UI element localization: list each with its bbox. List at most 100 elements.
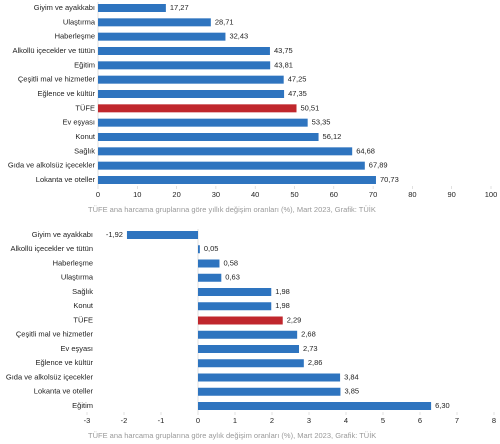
value-label: 64,68 <box>356 146 375 155</box>
value-label: 3,85 <box>344 387 359 396</box>
x-tick-label: 90 <box>448 190 456 199</box>
x-tick-label: 20 <box>172 190 180 199</box>
category-label: TÜFE <box>73 315 93 324</box>
category-label: Eğlence ve kültür <box>37 89 95 98</box>
value-label: 28,71 <box>215 17 234 26</box>
category-label: Eğitim <box>74 60 95 69</box>
value-label: 53,35 <box>312 118 331 127</box>
category-label: Çeşitli mal ve hizmetler <box>18 75 96 84</box>
bar <box>98 133 319 141</box>
category-label: Konut <box>73 301 94 310</box>
x-tick-label: 8 <box>492 416 496 425</box>
value-label: 17,27 <box>170 3 189 12</box>
value-label: 2,68 <box>301 330 316 339</box>
bar <box>198 402 432 410</box>
x-tick-label: 3 <box>307 416 311 425</box>
x-tick-label: 10 <box>133 190 141 199</box>
category-label: Alkollü içecekler ve tütün <box>12 46 95 55</box>
x-tick-label: 4 <box>344 416 348 425</box>
category-label: Sağlık <box>72 287 93 296</box>
category-label: Haberleşme <box>53 258 93 267</box>
bar <box>98 161 365 170</box>
value-label: 67,89 <box>369 161 388 170</box>
bar <box>198 359 304 368</box>
category-label: Gıda ve alkolsüz içecekler <box>6 372 94 381</box>
bar <box>98 18 211 27</box>
x-tick-label: 80 <box>408 190 416 199</box>
caption: TÜFE ana harcama gruplarına göre aylık d… <box>88 431 376 440</box>
x-tick-label: 0 <box>196 416 200 425</box>
x-tick-label: 6 <box>418 416 422 425</box>
x-tick-label: 50 <box>290 190 298 199</box>
category-label: Çeşitli mal ve hizmetler <box>16 330 94 339</box>
x-tick-label: 2 <box>270 416 274 425</box>
category-label: Lokanta ve oteller <box>34 387 94 396</box>
category-label: Alkollü içecekler ve tütün <box>10 244 93 253</box>
bar <box>198 330 298 339</box>
x-tick-label: 0 <box>96 190 100 199</box>
value-label: 32,43 <box>229 32 248 41</box>
category-label: Ulaştırma <box>63 17 96 26</box>
x-tick-label: 1 <box>233 416 237 425</box>
bar <box>198 373 341 382</box>
x-tick-label: -2 <box>121 416 128 425</box>
value-label: 0,58 <box>223 258 238 267</box>
x-tick-label: 30 <box>212 190 220 199</box>
value-label: 2,86 <box>308 358 323 367</box>
x-tick-label: -1 <box>158 416 165 425</box>
value-label: -1,92 <box>106 230 123 239</box>
category-label: Eğitim <box>72 401 93 410</box>
category-label: Konut <box>75 132 96 141</box>
category-label: Ulaştırma <box>61 273 94 282</box>
category-label: Ev eşyası <box>60 344 93 353</box>
bar <box>98 47 270 55</box>
bar <box>98 176 376 184</box>
x-tick-label: 5 <box>381 416 385 425</box>
category-label: Ev eşyası <box>62 118 95 127</box>
value-label: 0,05 <box>204 244 219 253</box>
bar <box>198 245 200 254</box>
x-tick-label: 70 <box>369 190 377 199</box>
x-tick-label: 60 <box>330 190 338 199</box>
value-label: 1,98 <box>275 301 290 310</box>
bar <box>98 75 284 84</box>
bar <box>98 4 166 12</box>
bar <box>198 345 300 353</box>
value-label: 0,63 <box>225 273 240 282</box>
x-tick-label: -3 <box>84 416 91 425</box>
value-label: 56,12 <box>323 132 342 141</box>
value-label: 47,35 <box>288 89 307 98</box>
bar <box>98 90 285 98</box>
caption: TÜFE ana harcama gruplarına göre yıllık … <box>88 205 376 214</box>
category-label: Giyim ve ayakkabı <box>32 230 93 239</box>
x-tick-label: 40 <box>251 190 259 199</box>
value-label: 47,25 <box>288 75 307 84</box>
bar <box>198 288 272 296</box>
bar <box>198 316 283 325</box>
value-label: 6,30 <box>435 401 450 410</box>
category-label: Sağlık <box>74 146 95 155</box>
bar <box>98 104 297 113</box>
bar <box>198 273 222 282</box>
value-label: 1,98 <box>275 287 290 296</box>
bar <box>198 302 272 311</box>
category-label: Eğlence ve kültür <box>35 358 93 367</box>
value-label: 50,51 <box>301 103 320 112</box>
value-label: 43,81 <box>274 60 293 69</box>
category-label: Giyim ve ayakkabı <box>34 3 95 12</box>
bar <box>198 387 341 396</box>
x-tick-label: 7 <box>455 416 459 425</box>
value-label: 3,84 <box>344 372 359 381</box>
category-label: Lokanta ve oteller <box>36 175 96 184</box>
category-label: Haberleşme <box>55 32 95 41</box>
value-label: 2,29 <box>287 315 302 324</box>
value-label: 2,73 <box>303 344 318 353</box>
x-tick-label: 100 <box>485 190 498 199</box>
bar <box>198 259 220 268</box>
bar <box>98 32 226 41</box>
category-label: Gıda ve alkolsüz içecekler <box>8 161 96 170</box>
bar <box>98 61 271 70</box>
category-label: TÜFE <box>75 103 95 112</box>
value-label: 43,75 <box>274 46 293 55</box>
